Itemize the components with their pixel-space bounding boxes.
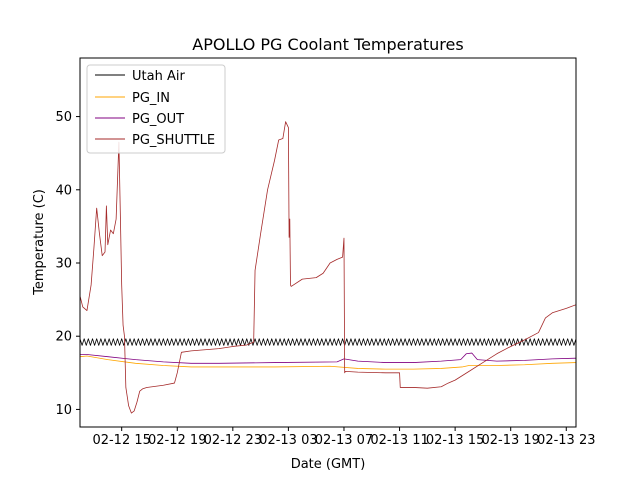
legend-label-pg-in: PG_IN [132,91,170,106]
x-tick-label: 02-13 07 [315,433,373,448]
x-tick-label: 02-13 15 [426,433,484,448]
y-axis: 10 20 30 40 50 [55,110,80,418]
x-tick-label: 02-12 15 [92,433,150,448]
y-tick-label: 50 [55,110,72,125]
y-tick-label: 20 [55,330,72,345]
x-tick-label: 02-13 23 [537,433,595,448]
plot-frame [79,57,577,428]
legend: Utah Air PG_IN PG_OUT PG_SHUTTLE [86,64,226,154]
x-tick-label: 02-13 11 [370,433,428,448]
x-axis-label: Date (GMT) [291,457,366,472]
series-line-pg-shuttle [80,121,576,414]
y-axis-label: Temperature (C) [32,189,47,296]
series-line-pg-in [80,355,576,370]
y-tick-label: 30 [55,257,72,272]
y-tick-label: 10 [55,403,72,418]
legend-label-utah-air: Utah Air [132,69,185,84]
chart-title: APOLLO PG Coolant Temperatures [192,35,463,54]
series-layer [80,121,576,414]
legend-box [86,64,226,154]
x-tick-label: 02-12 23 [204,433,262,448]
x-tick-label: 02-13 03 [259,433,317,448]
series-line-utah-air [80,338,576,346]
legend-label-pg-out: PG_OUT [132,112,184,127]
y-tick-label: 40 [55,183,72,198]
legend-label-pg-shuttle: PG_SHUTTLE [132,133,215,148]
x-tick-label: 02-12 19 [148,433,206,448]
x-tick-label: 02-13 19 [481,433,539,448]
